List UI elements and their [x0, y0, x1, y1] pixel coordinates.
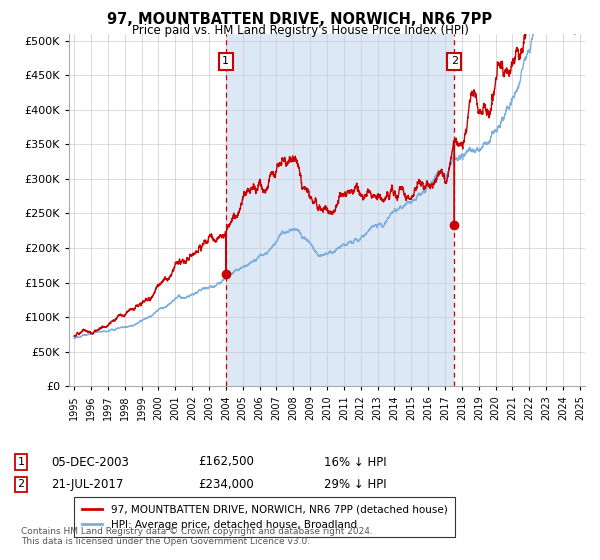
Text: £162,500: £162,500: [198, 455, 254, 469]
Text: 29% ↓ HPI: 29% ↓ HPI: [324, 478, 386, 491]
Bar: [226, 34, 454, 386]
Text: Price paid vs. HM Land Registry's House Price Index (HPI): Price paid vs. HM Land Registry's House …: [131, 24, 469, 36]
Legend: 97, MOUNTBATTEN DRIVE, NORWICH, NR6 7PP (detached house), HPI: Average price, de: 97, MOUNTBATTEN DRIVE, NORWICH, NR6 7PP …: [74, 497, 455, 537]
Text: 1: 1: [223, 56, 229, 66]
Text: £234,000: £234,000: [198, 478, 254, 491]
Text: 21-JUL-2017: 21-JUL-2017: [51, 478, 124, 491]
Text: Contains HM Land Registry data © Crown copyright and database right 2024.
This d: Contains HM Land Registry data © Crown c…: [21, 526, 373, 546]
Text: 1: 1: [17, 457, 25, 467]
Text: 2: 2: [451, 56, 458, 66]
Text: 16% ↓ HPI: 16% ↓ HPI: [324, 455, 386, 469]
Text: 97, MOUNTBATTEN DRIVE, NORWICH, NR6 7PP: 97, MOUNTBATTEN DRIVE, NORWICH, NR6 7PP: [107, 12, 493, 27]
Text: 2: 2: [17, 479, 25, 489]
Text: 05-DEC-2003: 05-DEC-2003: [51, 455, 129, 469]
